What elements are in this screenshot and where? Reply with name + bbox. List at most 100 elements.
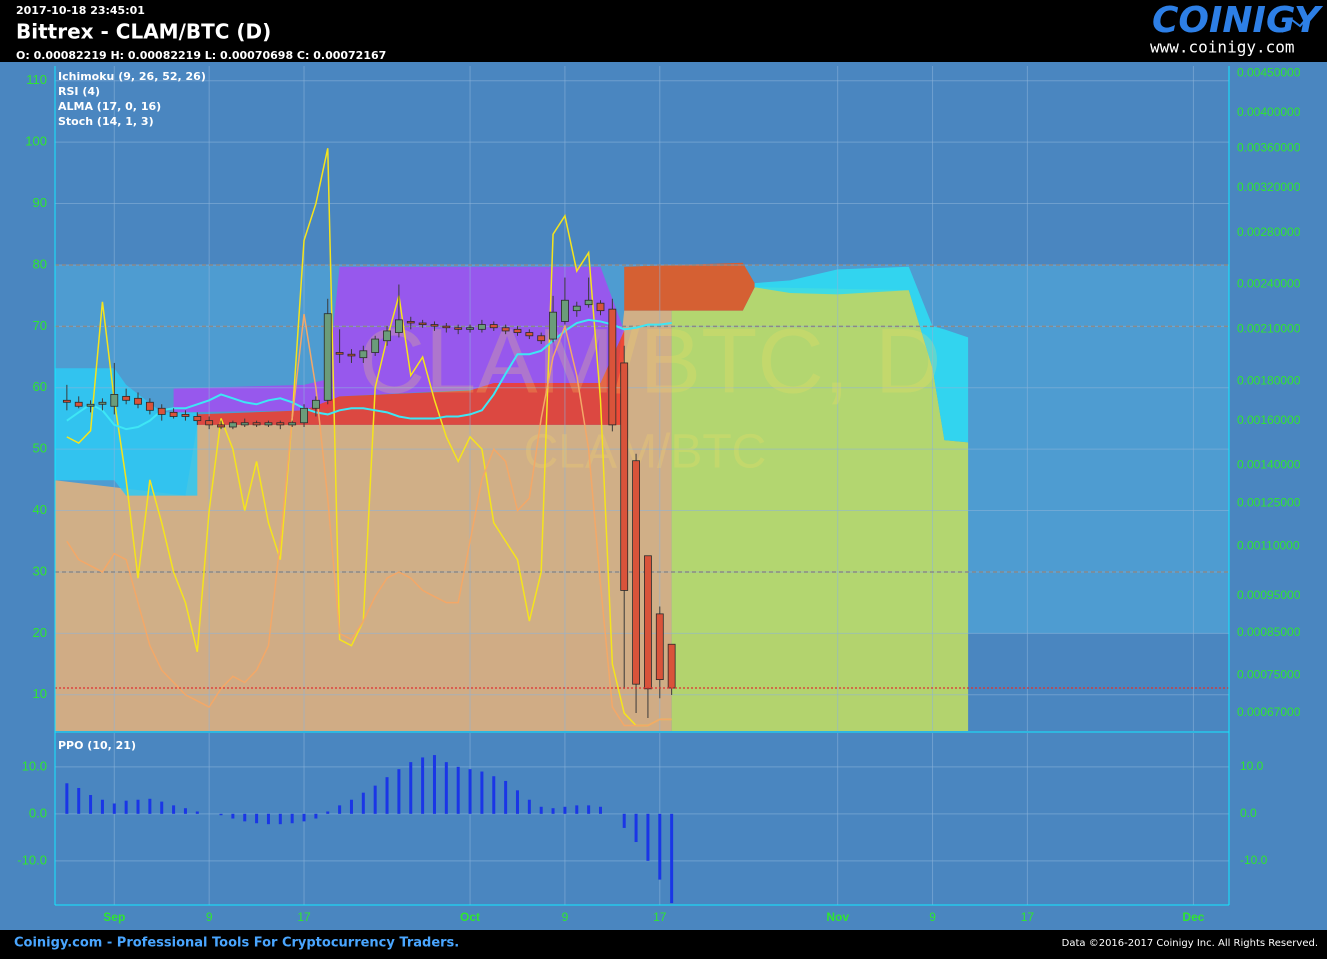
candle-body	[394, 319, 403, 333]
candle-body	[110, 394, 119, 407]
candle-body	[145, 401, 154, 411]
x-tick-label: 9	[562, 910, 569, 924]
candle-body	[489, 324, 498, 329]
candle-body	[217, 424, 225, 428]
candle-body	[335, 352, 344, 355]
candle-body	[584, 299, 593, 306]
bar	[183, 808, 187, 814]
candle-body	[466, 327, 474, 330]
indicator-line	[66, 318, 672, 431]
bar	[598, 806, 602, 814]
y-tick-label: 100	[25, 134, 47, 149]
bar	[314, 813, 318, 819]
legend-entry: Stoch (14, 1, 3)	[58, 115, 154, 128]
candle-body	[169, 411, 178, 417]
y2-tick-label: 0.00140000	[1237, 458, 1301, 472]
candle-body	[86, 403, 95, 407]
ichimoku-cloud	[197, 330, 625, 425]
candle-body	[98, 401, 107, 405]
legend-entry: RSI (4)	[58, 85, 100, 98]
y2-tick-label: 0.00095000	[1237, 588, 1301, 602]
candle-body	[323, 313, 332, 401]
candle-body	[418, 322, 427, 325]
y2-tick-label: 0.00450000	[1237, 66, 1301, 80]
y2-tick-label: 10.0	[1240, 759, 1264, 773]
candle-body	[383, 330, 391, 342]
axes: 10 20 30 40 50 60 70 80 90 100 110 0.00450000 0.0040…	[17, 66, 1300, 925]
candle-body	[181, 414, 190, 417]
bar	[89, 795, 93, 814]
candle-body	[74, 401, 83, 407]
bar	[646, 813, 650, 861]
logo-url[interactable]: www.coinigy.com	[1150, 38, 1295, 57]
candle-body	[347, 353, 356, 357]
logo[interactable]: COINIGY	[1152, 0, 1324, 41]
y-tick-label: 110	[26, 72, 47, 87]
candle-body	[240, 422, 249, 426]
bar	[255, 813, 259, 824]
candle-body	[430, 324, 439, 327]
y2-tick-label: 0.00210000	[1237, 322, 1301, 336]
bar	[634, 813, 638, 843]
ichimoku-cloud	[671, 287, 969, 731]
candle-body	[501, 327, 510, 332]
y2-tick-label: 0.00110000	[1237, 539, 1300, 553]
candle-body	[252, 422, 261, 426]
y-tick-label: 10	[33, 686, 47, 701]
y2-tick-label: 0.00320000	[1237, 180, 1301, 194]
bar	[148, 798, 152, 814]
legend-entry: ALMA (17, 0, 16)	[58, 100, 161, 113]
bar	[302, 813, 306, 822]
candle-body	[359, 350, 368, 359]
bar	[515, 790, 519, 814]
bar	[658, 813, 662, 880]
y-tick-label: 60	[33, 379, 47, 394]
y2-tick-label: 0.00160000	[1237, 413, 1301, 427]
panel-title: PPO (10, 21)	[58, 739, 136, 752]
bar	[349, 799, 353, 814]
bar	[551, 808, 555, 814]
y-tick-label: 20	[33, 625, 47, 640]
candle-body	[134, 397, 142, 405]
bar	[670, 813, 674, 904]
candle-body	[442, 325, 451, 329]
candle-body	[596, 302, 605, 312]
x-tick-label: Oct	[460, 910, 480, 924]
y-tick-label: 80	[33, 256, 47, 271]
bar	[172, 805, 176, 814]
bar	[243, 813, 247, 822]
legend-entry: Ichimoku (9, 26, 52, 26)	[58, 70, 206, 83]
candle-body	[311, 399, 320, 409]
candle-body	[276, 422, 285, 426]
x-tick-label: Sep	[103, 910, 125, 924]
bar	[65, 783, 69, 814]
bar	[480, 771, 484, 814]
candle-body	[288, 422, 297, 426]
ichimoku-cloud	[55, 368, 198, 496]
y2-tick-label: 0.00125000	[1237, 496, 1301, 510]
ichimoku-cloud	[173, 266, 625, 413]
ppo-panel	[55, 733, 1229, 905]
chart-title: Bittrex - CLAM/BTC (D)	[16, 20, 271, 44]
x-tick-label: 17	[297, 910, 311, 924]
y-tick-label: 90	[33, 195, 47, 210]
y-tick-label: 10.0	[22, 758, 47, 773]
bar	[563, 806, 567, 814]
y2-tick-label: 0.0	[1240, 806, 1257, 820]
candle-body	[205, 420, 214, 426]
candle-body	[300, 407, 308, 424]
bar	[219, 813, 223, 816]
bar	[432, 755, 436, 814]
y2-tick-label: 0.00400000	[1237, 105, 1301, 119]
candle-body	[62, 399, 71, 403]
bar	[587, 805, 591, 814]
bar	[575, 805, 579, 814]
y-tick-label: 70	[33, 318, 47, 333]
footer-tagline[interactable]: Coinigy.com - Professional Tools For Cry…	[14, 936, 459, 951]
bar	[409, 762, 413, 814]
y2-tick-label: 0.00240000	[1237, 277, 1301, 291]
candle-body	[406, 321, 415, 324]
y-tick-label: -10.0	[17, 852, 47, 867]
x-tick-label: 9	[206, 910, 213, 924]
